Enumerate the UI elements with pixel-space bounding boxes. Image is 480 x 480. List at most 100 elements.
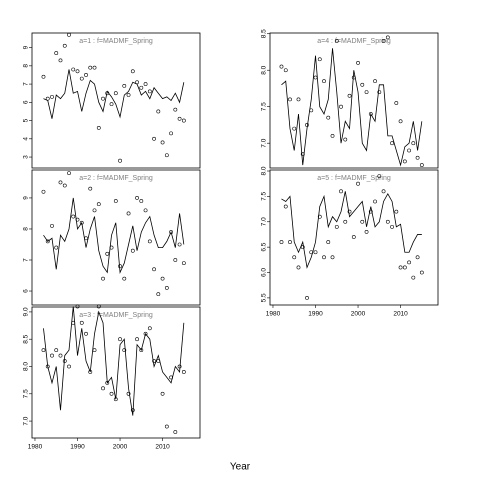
data-point bbox=[292, 126, 297, 131]
data-point bbox=[309, 250, 314, 255]
data-point bbox=[143, 208, 148, 213]
data-point bbox=[101, 96, 105, 101]
data-point bbox=[109, 102, 114, 107]
series-line bbox=[43, 197, 185, 274]
x-tick-label: 1980 bbox=[266, 311, 281, 318]
data-point bbox=[67, 32, 71, 37]
data-point bbox=[71, 214, 76, 219]
data-point bbox=[92, 348, 97, 353]
data-point bbox=[84, 331, 88, 336]
data-point bbox=[330, 255, 335, 260]
y-tick-label: 7.5 bbox=[23, 389, 30, 398]
x-tick-label: 2000 bbox=[351, 311, 366, 318]
panel-title: a=5 : f=MADMF_Spring bbox=[317, 175, 391, 182]
data-point bbox=[156, 292, 161, 297]
data-point bbox=[377, 90, 382, 95]
data-point bbox=[305, 123, 309, 127]
data-point bbox=[79, 220, 84, 225]
data-point bbox=[381, 189, 386, 194]
data-point bbox=[169, 230, 173, 234]
series-line bbox=[43, 69, 185, 119]
data-point bbox=[411, 275, 416, 280]
y-tick-label: 5.5 bbox=[261, 293, 268, 302]
x-tick-label: 2010 bbox=[155, 444, 170, 451]
data-point bbox=[173, 430, 178, 434]
data-point bbox=[402, 159, 407, 164]
data-point bbox=[347, 93, 352, 98]
data-point bbox=[130, 408, 135, 413]
data-point bbox=[88, 65, 93, 70]
data-point bbox=[88, 186, 93, 191]
data-point bbox=[364, 90, 369, 95]
data-point bbox=[139, 348, 144, 353]
y-tick-label: 9.0 bbox=[23, 307, 30, 316]
data-point bbox=[300, 245, 305, 250]
series-line bbox=[43, 306, 185, 416]
data-point bbox=[334, 224, 339, 229]
data-point bbox=[135, 337, 139, 342]
data-point bbox=[71, 67, 76, 72]
panel bbox=[269, 32, 439, 169]
data-point bbox=[105, 251, 110, 256]
panel-title: a=1 : f=MADMF_Spring bbox=[79, 38, 153, 45]
data-point bbox=[385, 219, 390, 224]
data-point bbox=[96, 125, 101, 130]
data-point bbox=[169, 375, 173, 380]
y-tick-label: 7 bbox=[23, 258, 30, 262]
data-point bbox=[118, 337, 122, 342]
data-point bbox=[177, 116, 182, 121]
data-point bbox=[360, 219, 365, 224]
y-tick-label: 7.5 bbox=[261, 102, 268, 111]
data-point bbox=[50, 94, 54, 99]
data-point bbox=[330, 133, 335, 138]
data-point bbox=[135, 80, 139, 85]
data-point bbox=[62, 183, 67, 188]
data-point bbox=[181, 118, 186, 123]
data-point bbox=[402, 265, 407, 270]
data-point bbox=[67, 364, 71, 369]
data-point bbox=[160, 140, 165, 145]
data-point bbox=[67, 171, 71, 176]
data-point bbox=[313, 250, 318, 255]
panel-title: a=4 : f=MADMF_Spring bbox=[317, 38, 391, 45]
data-point bbox=[126, 391, 131, 396]
x-axis-label: Year bbox=[230, 462, 251, 473]
data-point bbox=[113, 397, 118, 402]
data-point bbox=[322, 79, 326, 84]
data-point bbox=[356, 61, 360, 65]
data-point bbox=[58, 180, 63, 185]
data-point bbox=[143, 331, 148, 336]
data-point bbox=[152, 359, 156, 363]
data-point bbox=[152, 267, 156, 272]
data-point bbox=[160, 276, 165, 281]
data-point bbox=[96, 304, 101, 309]
panel-title: a=2 : f=MADMF_Spring bbox=[79, 175, 153, 182]
data-point bbox=[152, 136, 156, 141]
data-point bbox=[71, 320, 76, 325]
data-point bbox=[360, 82, 365, 87]
y-tick-label: 8 bbox=[23, 64, 30, 68]
data-point bbox=[347, 209, 352, 214]
data-point bbox=[407, 148, 411, 153]
y-tick-label: 3 bbox=[23, 155, 30, 159]
data-point bbox=[351, 235, 356, 239]
data-point bbox=[398, 119, 403, 124]
data-point bbox=[390, 141, 394, 146]
data-point bbox=[50, 223, 54, 228]
data-point bbox=[92, 208, 97, 213]
y-tick-label: 8.5 bbox=[261, 29, 268, 38]
panel bbox=[31, 169, 201, 306]
data-point bbox=[58, 353, 63, 358]
data-point bbox=[75, 69, 80, 74]
x-tick-label: 1990 bbox=[70, 444, 85, 451]
data-point bbox=[283, 68, 288, 73]
data-point bbox=[96, 202, 101, 207]
y-tick-label: 8.0 bbox=[261, 65, 268, 74]
data-point bbox=[45, 96, 50, 101]
panel bbox=[31, 306, 201, 439]
data-point bbox=[385, 35, 390, 40]
data-point bbox=[79, 320, 84, 325]
data-point bbox=[279, 240, 284, 244]
